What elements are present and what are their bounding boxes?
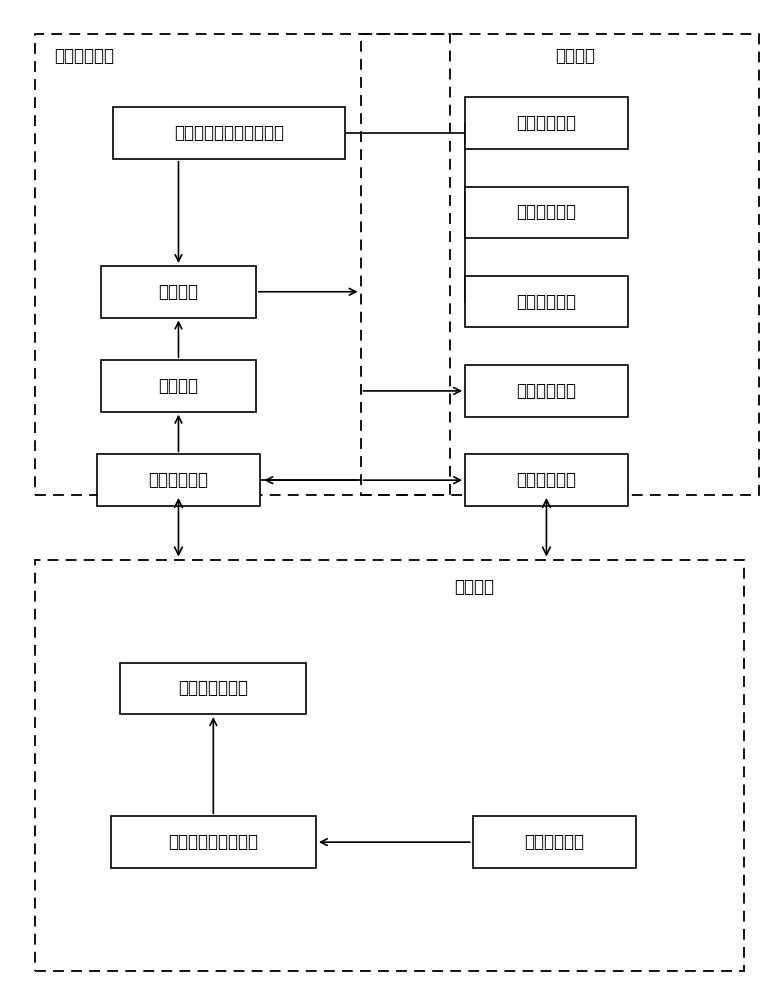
Text: 工程地质数据库: 工程地质数据库 — [179, 679, 248, 697]
Bar — [121, 663, 306, 714]
Bar — [360, 34, 760, 495]
Bar — [101, 266, 256, 318]
Text: 地质界面: 地质界面 — [158, 377, 198, 395]
Text: 三维模型: 三维模型 — [158, 283, 198, 301]
Text: 计算模拟软件: 计算模拟软件 — [517, 203, 576, 221]
Text: 地质空间解析: 地质空间解析 — [55, 47, 114, 65]
Text: 数据管理: 数据管理 — [455, 578, 495, 596]
Text: 地质图元对象: 地质图元对象 — [149, 471, 208, 489]
Bar — [35, 34, 449, 495]
Text: 二维图件输出: 二维图件输出 — [517, 471, 576, 489]
Text: 空间关系分析: 空间关系分析 — [517, 293, 576, 311]
Text: 地质数据采集: 地质数据采集 — [524, 833, 584, 851]
Text: 地质数据验证、整理: 地质数据验证、整理 — [168, 833, 258, 851]
Bar — [465, 276, 628, 327]
Bar — [465, 97, 628, 149]
Bar — [113, 107, 345, 159]
Bar — [35, 560, 744, 971]
Bar — [465, 454, 628, 506]
Bar — [473, 816, 636, 868]
Text: 协同设计接口: 协同设计接口 — [517, 114, 576, 132]
Bar — [110, 816, 316, 868]
Text: 勘探布置辅助: 勘探布置辅助 — [517, 382, 576, 400]
Text: 水工模型、计算分析数据: 水工模型、计算分析数据 — [174, 124, 283, 142]
Bar — [97, 454, 260, 506]
Bar — [101, 360, 256, 412]
Bar — [465, 365, 628, 417]
Bar — [465, 187, 628, 238]
Text: 成果应用: 成果应用 — [555, 47, 596, 65]
